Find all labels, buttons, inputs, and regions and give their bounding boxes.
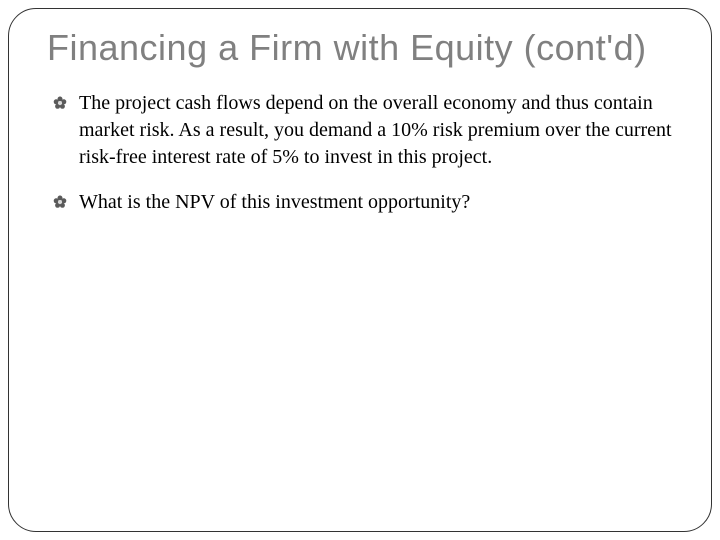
slide-frame: Financing a Firm with Equity (cont'd) Th… [8, 8, 712, 532]
slide-title: Financing a Firm with Equity (cont'd) [47, 27, 673, 68]
list-item: The project cash flows depend on the ove… [53, 90, 673, 171]
bullet-text: The project cash flows depend on the ove… [79, 92, 672, 168]
list-item: What is the NPV of this investment oppor… [53, 189, 673, 216]
bullet-text: What is the NPV of this investment oppor… [79, 191, 470, 213]
bullet-list: The project cash flows depend on the ove… [47, 90, 673, 216]
flower-bullet-icon [53, 195, 67, 209]
flower-bullet-icon [53, 96, 67, 110]
